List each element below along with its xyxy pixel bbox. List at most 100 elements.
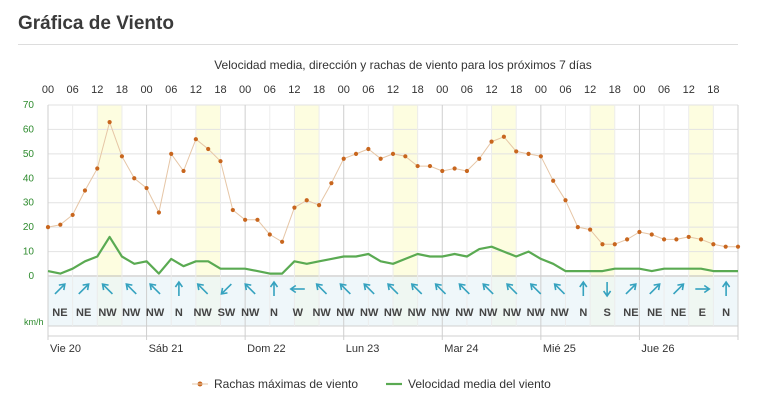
hour-label: 00 <box>239 84 251 96</box>
arrow-head <box>703 284 711 294</box>
hour-label: 06 <box>461 84 473 96</box>
wind-direction-arrow-icon <box>721 280 731 296</box>
gust-point <box>132 176 137 181</box>
hour-label: 06 <box>362 84 374 96</box>
arrow-shaft <box>316 284 328 295</box>
arrow-head <box>125 283 133 291</box>
arrow-shaft <box>150 284 161 295</box>
legend: Rachas máximas de viento Velocidad media … <box>192 377 551 391</box>
hour-label: 12 <box>190 84 202 96</box>
hour-label: 00 <box>140 84 152 96</box>
gust-point <box>58 222 63 227</box>
wind-direction-arrow-icon <box>363 283 375 295</box>
gust-point <box>280 239 285 244</box>
gust-point <box>366 146 371 152</box>
arrow-shaft <box>530 284 542 295</box>
gust-point <box>82 188 88 193</box>
wind-direction-arrow-icon <box>410 283 423 295</box>
hour-label: 00 <box>436 84 448 96</box>
gust-point <box>70 212 75 218</box>
wind-direction-label: NE <box>52 307 67 319</box>
gust-point <box>107 120 112 125</box>
wind-direction-label: NW <box>527 307 546 319</box>
arrow-head <box>506 283 514 291</box>
gust-point <box>243 217 248 222</box>
arrow-shaft <box>340 284 351 295</box>
wind-direction-arrow-icon <box>78 283 90 295</box>
wind-direction-label: NW <box>384 307 403 319</box>
wind-direction-label: NE <box>647 307 662 319</box>
y-tick-label: 10 <box>23 247 35 258</box>
hour-label: 12 <box>683 84 695 96</box>
gust-point <box>156 210 161 215</box>
gust-point <box>612 242 617 247</box>
arrow-head <box>677 283 685 291</box>
wind-direction-label: NW <box>336 307 355 319</box>
wind-direction-arrow-icon <box>149 283 161 295</box>
wind-direction-label: NW <box>122 307 141 319</box>
wind-direction-arrow-icon <box>315 283 328 295</box>
y-tick-label: 30 <box>23 198 35 209</box>
mean-speed-line <box>47 235 738 275</box>
title-divider <box>18 44 738 45</box>
wind-direction-label: N <box>175 307 183 319</box>
arrow-shaft <box>672 284 684 295</box>
arrow-head <box>244 283 252 291</box>
hour-label: 12 <box>91 84 103 96</box>
wind-direction-arrow-icon <box>649 283 661 295</box>
arrow-head <box>653 283 661 291</box>
arrow-head <box>289 284 297 294</box>
wind-direction-arrow-icon <box>579 280 588 296</box>
wind-direction-label: NW <box>479 307 498 319</box>
arrow-head <box>269 280 279 288</box>
gust-point <box>649 232 654 237</box>
arrow-shaft <box>649 284 660 295</box>
gust-point <box>292 205 297 210</box>
wind-direction-arrow-icon <box>506 283 518 295</box>
arrow-head <box>721 280 731 288</box>
arrow-head <box>529 283 537 291</box>
arrow-head <box>101 283 109 291</box>
wind-direction-label: S <box>603 307 610 319</box>
hour-label: 06 <box>67 84 79 96</box>
gust-point <box>427 163 433 169</box>
wind-direction-arrow-icon <box>269 280 279 296</box>
gust-point <box>144 185 149 191</box>
day-label: Jue 26 <box>641 343 674 355</box>
hour-label: 18 <box>707 84 719 96</box>
hour-label: 18 <box>116 84 128 96</box>
y-tick-label: 50 <box>23 149 35 160</box>
wind-direction-label: NW <box>455 307 474 319</box>
day-label: Mié 25 <box>543 343 576 355</box>
wind-direction-label: NW <box>193 307 212 319</box>
gust-point <box>390 151 396 156</box>
arrow-head <box>58 283 66 291</box>
wind-direction-arrow-icon <box>434 283 447 295</box>
wind-direction-arrow-icon <box>220 283 232 295</box>
gust-point <box>267 232 272 237</box>
day-label: Vie 20 <box>50 343 81 355</box>
day-label: Lun 23 <box>346 343 380 355</box>
gust-point <box>625 237 630 242</box>
wind-direction-arrow-icon <box>125 283 137 295</box>
hour-label: 00 <box>338 84 350 96</box>
arrow-head <box>82 283 90 291</box>
wind-direction-arrow-icon <box>289 284 305 294</box>
hour-label: 00 <box>633 84 645 96</box>
gust-point <box>637 229 642 235</box>
day-label: Sáb 21 <box>149 343 184 355</box>
wind-direction-arrow-icon <box>339 283 351 295</box>
y-unit-label: km/h <box>24 317 44 327</box>
y-tick-label: 70 <box>23 100 35 111</box>
arrow-shaft <box>625 284 636 295</box>
wind-direction-label: E <box>699 307 706 319</box>
arrow-head <box>387 283 395 291</box>
arrow-head <box>629 283 637 291</box>
gust-point <box>255 217 260 222</box>
chart-labels: Velocidad media, dirección y rachas de v… <box>23 58 730 355</box>
gust-point <box>329 181 334 186</box>
wind-direction-label: NW <box>431 307 450 319</box>
gust-point <box>415 163 420 169</box>
y-tick-label: 20 <box>23 222 35 233</box>
gust-point <box>711 242 716 247</box>
